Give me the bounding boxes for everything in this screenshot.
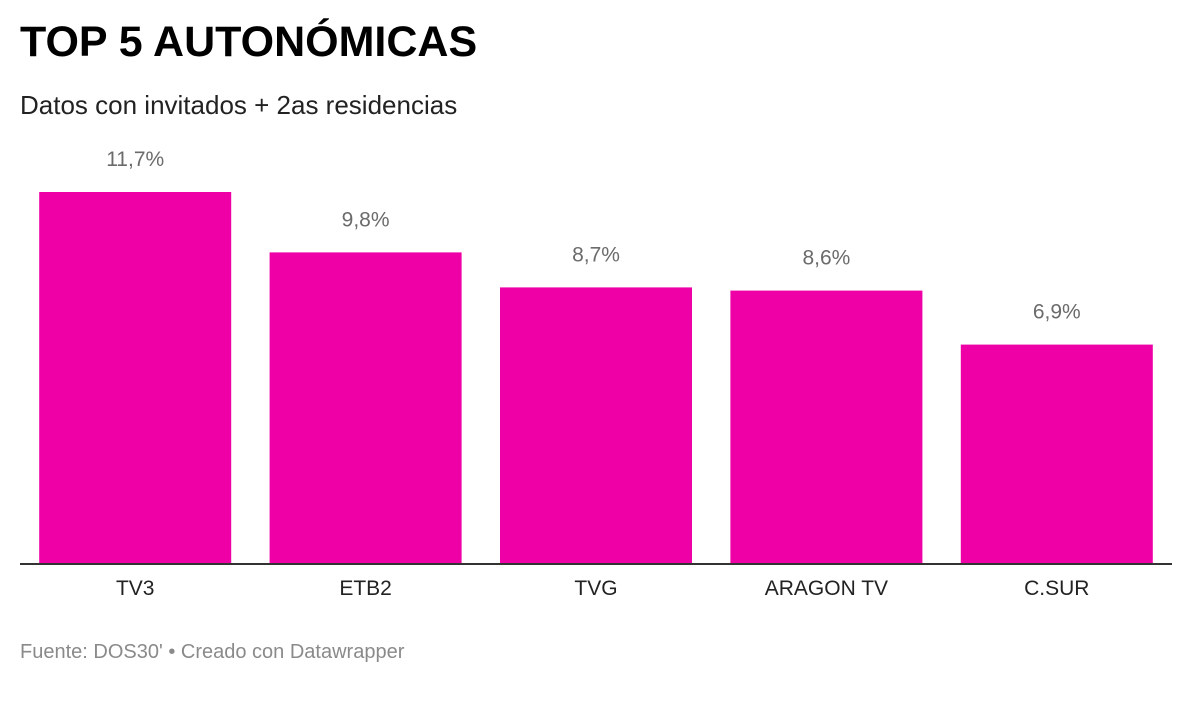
chart-subtitle: Datos con invitados + 2as residencias bbox=[20, 90, 458, 120]
category-label: TVG bbox=[574, 577, 617, 600]
category-label: TV3 bbox=[116, 577, 155, 600]
category-labels-group: TV3 ETB2 TVG ARAGON TV C.SUR bbox=[116, 577, 1090, 600]
chart-footer-source: Fuente: DOS30' • Creado con Datawrapper bbox=[20, 641, 405, 663]
value-labels-group: 11,7% 9,8% 8,7% 8,6% 6,9% bbox=[106, 148, 1081, 324]
bar-c-sur bbox=[960, 344, 1153, 564]
chart-title: TOP 5 AUTONÓMICAS bbox=[20, 18, 478, 66]
category-label: ETB2 bbox=[339, 577, 392, 600]
category-label: ARAGON TV bbox=[765, 577, 888, 600]
value-label: 11,7% bbox=[106, 148, 164, 171]
bar-aragon-tv bbox=[730, 290, 923, 564]
value-label: 6,9% bbox=[1033, 301, 1081, 324]
bar-tvg bbox=[500, 287, 692, 564]
value-label: 8,6% bbox=[802, 247, 850, 270]
bar-etb2 bbox=[269, 252, 462, 564]
value-label: 9,8% bbox=[342, 208, 390, 231]
category-label: C.SUR bbox=[1024, 577, 1089, 600]
bar-tv3 bbox=[39, 192, 232, 564]
bars-group bbox=[39, 192, 1153, 564]
value-label: 8,7% bbox=[572, 243, 620, 266]
